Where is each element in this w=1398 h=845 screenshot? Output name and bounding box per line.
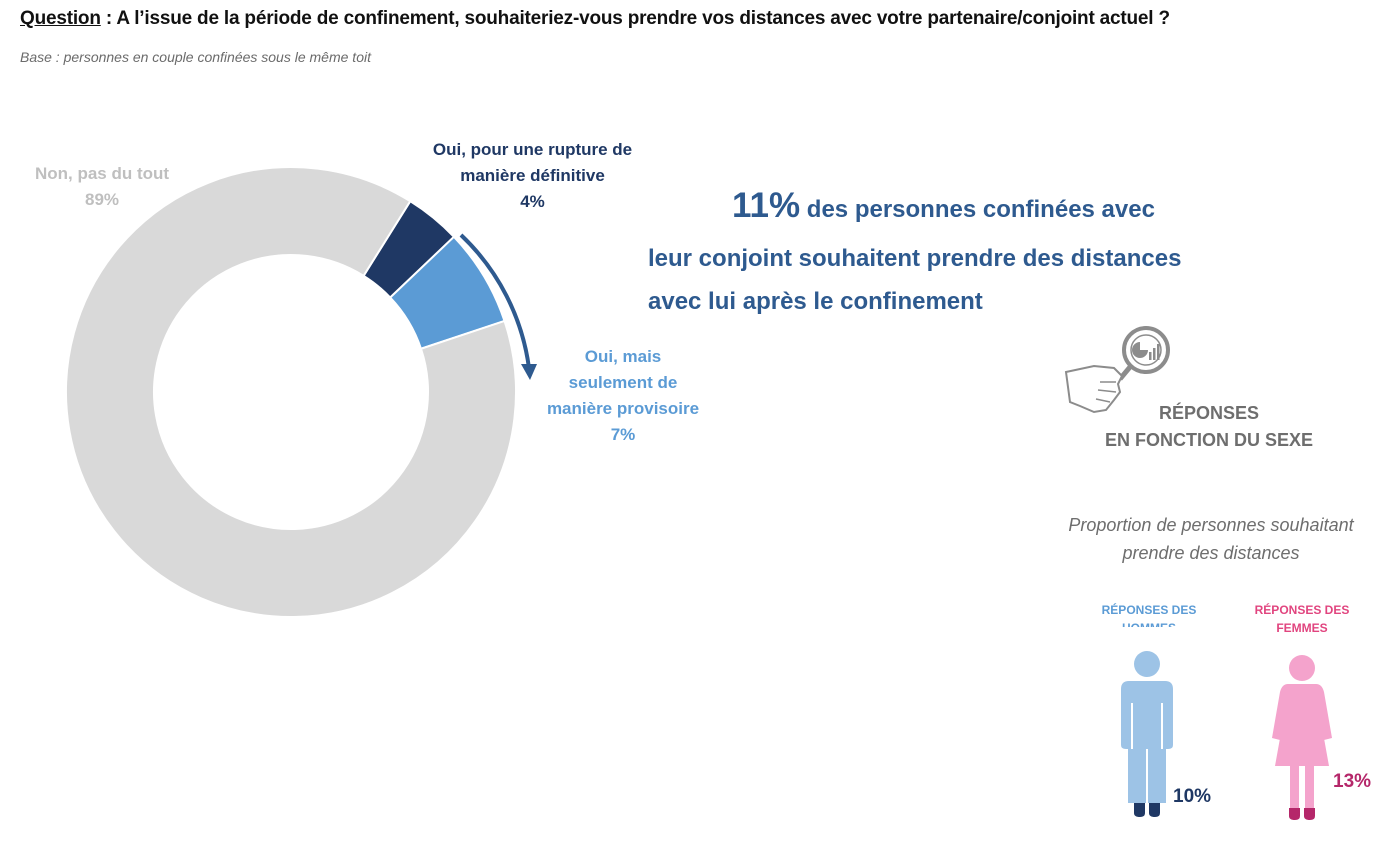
headline-line1: 11% des personnes confinées avec [732,186,1155,226]
arrow-head [521,364,537,380]
slice-label-non-line1: Non, pas du tout [34,164,170,183]
gender-section-subtitle-line1: Proportion de personnes souhaitant [1068,515,1354,535]
gender-section-subtitle: Proportion de personnes souhaitant prend… [1040,511,1382,567]
gender-section-title-line2: EN FONCTION DU SEXE [1104,430,1314,450]
slice-label-non: Non, pas du tout 89% [20,161,184,213]
gender-section-title-line1: RÉPONSES [1158,403,1260,423]
woman-figure-icon [1272,655,1332,820]
question-title: Question : A l’issue de la période de co… [20,8,1170,30]
slice-label-provisional-line3: manière provisoire [546,399,700,418]
headline-line1-rest: des personnes confinées avec [800,196,1155,223]
man-figure-icon [1121,651,1173,817]
base-note: Base : personnes en couple confinées sou… [20,49,371,65]
hand-magnifier-chart-icon [1064,326,1170,414]
headline-big-number: 11% [732,186,801,225]
question-word: Question [20,8,101,29]
headline-line3: avec lui après le confinement [648,288,983,315]
slice-label-provisional-line2: seulement de [568,373,678,392]
question-text: : A l’issue de la période de confinement… [100,8,1170,29]
women-label-line1: RÉPONSES DES [1254,603,1350,617]
slice-label-provisional-line1: Oui, mais [584,347,662,366]
women-label: RÉPONSES DES FEMMES [1243,601,1361,637]
slice-label-definitive-line1: Oui, pour une rupture de [432,140,633,159]
donut-slice-non [65,166,517,618]
men-label: RÉPONSES DES HOMMES [1090,601,1208,627]
slice-label-provisional-value: 7% [610,425,636,444]
women-value: 13% [1333,771,1372,792]
slice-label-non-value: 89% [84,190,120,209]
women-label-line2: FEMMES [1276,621,1328,635]
highlight-arrow [459,233,537,380]
slice-label-definitive: Oui, pour une rupture de manière définit… [400,137,665,215]
arrow-arc [459,233,531,369]
men-label-line1: RÉPONSES DES [1101,603,1197,617]
donut-slices [65,166,517,618]
slice-label-provisional: Oui, mais seulement de manière provisoir… [528,344,718,448]
headline-line2: leur conjoint souhaitent prendre des dis… [648,245,1182,272]
slice-label-definitive-value: 4% [520,192,545,211]
slice-label-definitive-line2: manière définitive [460,166,605,185]
men-value: 10% [1173,786,1212,807]
gender-section-subtitle-line2: prendre des distances [1122,543,1300,563]
men-label-line2: HOMMES [1090,619,1208,627]
gender-section-title: RÉPONSES EN FONCTION DU SEXE [1090,400,1328,454]
